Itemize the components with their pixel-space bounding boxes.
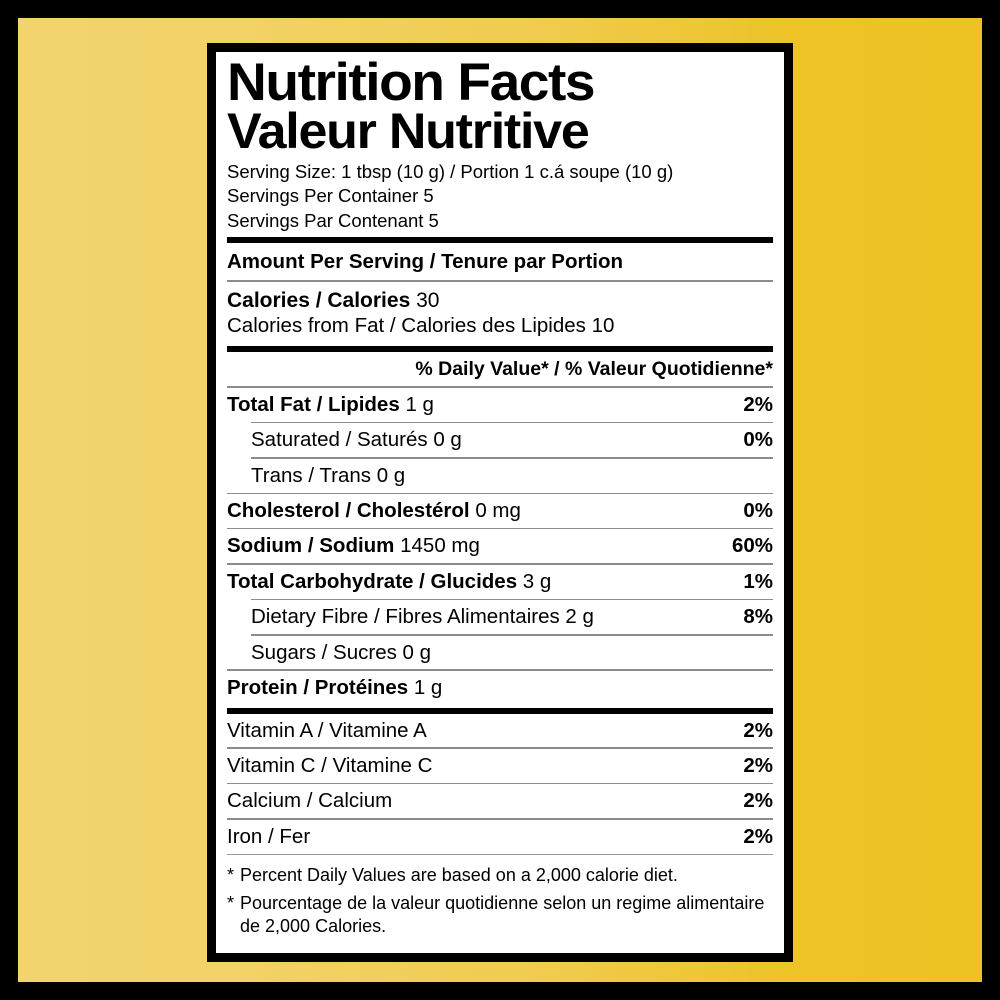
- nutrient-daily-value: 0%: [743, 428, 773, 452]
- nutrient-divider: [251, 633, 773, 636]
- vitamin-divider: [227, 747, 773, 750]
- calories-value: 30: [416, 288, 440, 312]
- title-english: Nutrition Facts: [227, 53, 596, 112]
- calories-label: Calories / Calories: [227, 288, 411, 312]
- vitamin-label: Calcium / Calcium: [227, 789, 393, 813]
- vitamin-row: Vitamin C / Vitamine C 2%: [227, 749, 773, 783]
- nutrient-label: Sugars / Sucres 0 g: [251, 640, 432, 664]
- nutrient-label: Sodium / Sodium 1450 mg: [227, 534, 480, 558]
- nutrient-divider: [251, 457, 773, 459]
- footnotes: * Percent Daily Values are based on a 2,…: [227, 855, 773, 937]
- nutrient-row: Trans / Trans 0 g: [227, 459, 773, 493]
- nutrient-row: Protein / Protéines 1 g: [227, 671, 773, 705]
- nutrient-daily-value: 8%: [743, 605, 773, 629]
- vitamin-row: Calcium / Calcium 2%: [227, 784, 773, 818]
- nutrient-label: Total Carbohydrate / Glucides 3 g: [227, 569, 552, 593]
- nutrient-row: Total Carbohydrate / Glucides 3 g 1%: [227, 565, 773, 599]
- nutrient-divider: [227, 563, 773, 565]
- nutrient-divider: [227, 386, 773, 389]
- divider-thick-vitamins: [227, 707, 773, 714]
- vitamin-daily-value: 2%: [743, 789, 773, 813]
- vitamin-row: Vitamin A / Vitamine A 2%: [227, 714, 773, 748]
- vitamin-divider: [227, 782, 773, 785]
- footnote-text-en: Percent Daily Values are based on a 2,00…: [240, 864, 678, 885]
- divider-thin-amount: [227, 280, 773, 282]
- amount-per-serving-header: Amount Per Serving / Tenure par Portion: [227, 250, 624, 274]
- vitamin-daily-value: 2%: [743, 824, 773, 848]
- divider-thick-top: [227, 237, 773, 244]
- serving-info: Serving Size: 1 tbsp (10 g) / Portion 1 …: [227, 160, 773, 233]
- nutrient-divider: [251, 598, 773, 601]
- nutrient-label: Dietary Fibre / Fibres Alimentaires 2 g: [251, 605, 594, 629]
- nutrient-row: Sodium / Sodium 1450 mg 60%: [227, 529, 773, 563]
- vitamin-label: Vitamin A / Vitamine A: [227, 718, 427, 742]
- nutrient-row: Saturated / Saturés 0 g 0%: [227, 423, 773, 457]
- nutrition-facts-panel: Nutrition Facts Valeur Nutritive Serving…: [207, 43, 793, 962]
- nutrient-row: Dietary Fibre / Fibres Alimentaires 2 g 8…: [227, 600, 773, 634]
- nutrient-divider: [227, 492, 773, 495]
- nutrient-divider: [227, 527, 773, 530]
- divider-hair-footnotes: [227, 853, 773, 855]
- nutrient-row: Total Fat / Lipides 1 g 2%: [227, 388, 773, 422]
- nutrient-daily-value: 60%: [731, 534, 773, 558]
- nutrient-label: Trans / Trans 0 g: [251, 463, 406, 487]
- nutrient-label: Protein / Protéines 1 g: [227, 675, 443, 699]
- vitamin-daily-value: 2%: [743, 718, 773, 742]
- footnote-text-fr: Pourcentage de la valeur quotidienne sel…: [240, 893, 765, 936]
- nutrient-row: Sugars / Sucres 0 g: [227, 636, 773, 670]
- servings-per-container-en: Servings Per Container 5: [227, 185, 434, 207]
- nutrient-daily-value: 0%: [743, 499, 773, 523]
- footnote-english: * Percent Daily Values are based on a 2,…: [227, 864, 773, 886]
- vitamin-rows: Vitamin A / Vitamine A 2% Vitamin C / Vita…: [227, 714, 773, 854]
- calories-line: Calories / Calories 30: [227, 288, 773, 313]
- servings-per-container-fr: Servings Par Contenant 5: [227, 209, 439, 231]
- calories-block: Calories / Calories 30 Calories from Fat…: [227, 282, 773, 344]
- nutrient-divider: [227, 669, 773, 671]
- title-french: Valeur Nutritive: [227, 102, 590, 159]
- nutrient-label: Saturated / Saturés 0 g: [251, 428, 462, 452]
- nutrient-divider: [251, 421, 773, 424]
- footnote-french: * Pourcentage de la valeur quotidienne s…: [227, 892, 773, 937]
- vitamin-row: Iron / Fer 2%: [227, 820, 773, 854]
- nutrient-row: Cholesterol / Cholestérol 0 mg 0%: [227, 494, 773, 528]
- divider-thick-calories: [227, 346, 773, 353]
- label-title-block: Nutrition Facts Valeur Nutritive: [227, 56, 773, 156]
- nutrient-label: Total Fat / Lipides 1 g: [227, 393, 434, 417]
- vitamin-daily-value: 2%: [743, 754, 773, 778]
- nutrient-rows: Total Fat / Lipides 1 g 2% Saturated / Sat…: [227, 386, 773, 704]
- daily-value-header: % Daily Value* / % Valeur Quotidienne*: [415, 358, 773, 381]
- footnote-star-en: *: [227, 864, 235, 885]
- footnote-star-fr: *: [227, 893, 235, 914]
- nutrient-daily-value: 1%: [743, 569, 773, 593]
- vitamin-label: Iron / Fer: [227, 824, 311, 848]
- serving-size: Serving Size: 1 tbsp (10 g) / Portion 1 …: [227, 160, 674, 182]
- vitamin-divider: [227, 818, 773, 820]
- nutrient-daily-value: 2%: [743, 393, 773, 417]
- nutrient-label: Cholesterol / Cholestérol 0 mg: [227, 499, 521, 523]
- calories-from-fat: Calories from Fat / Calories des Lipides…: [227, 313, 615, 337]
- vitamin-label: Vitamin C / Vitamine C: [227, 754, 433, 778]
